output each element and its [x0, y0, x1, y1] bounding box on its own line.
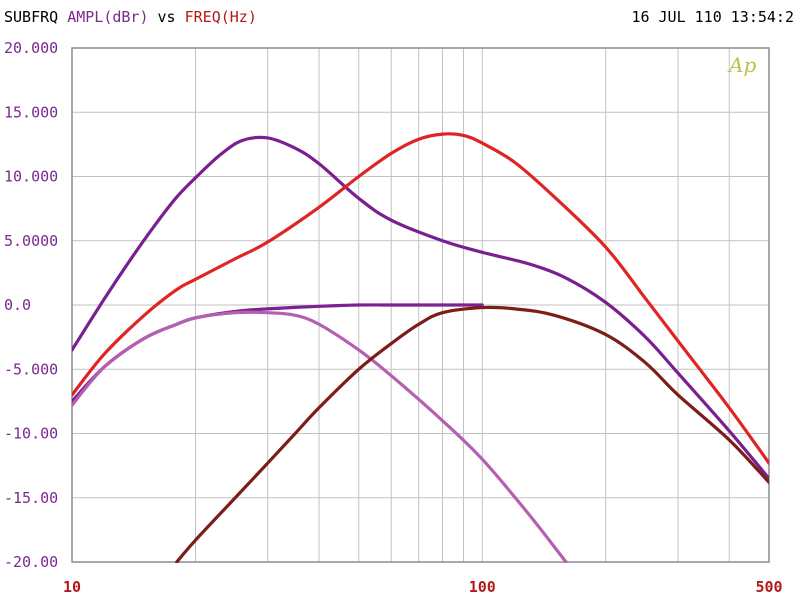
x-tick-label: 100 — [469, 578, 496, 596]
series-line-1 — [72, 135, 769, 481]
ap-logo: Ap — [727, 53, 756, 77]
y-tick-label: 15.000 — [4, 103, 58, 121]
y-tick-label: -5.000 — [4, 360, 58, 378]
y-tick-labels: 20.000 15.000 10.000 5.0000 0.0 -5.000 -10.00 -… — [4, 39, 58, 571]
header-datetime: 16 JUL 110 13:54:2 — [631, 8, 794, 26]
x-tick-labels: 10 100 500 — [63, 578, 783, 596]
series-line-5 — [175, 305, 769, 563]
header-y-quantity: AMPL(dBr) — [67, 8, 149, 26]
chart-header: SUBFRQ AMPL(dBr) vs FREQ(Hz) 16 JUL 110 … — [0, 0, 800, 34]
y-tick-label: 10.000 — [4, 168, 58, 186]
header-vs: vs — [157, 8, 176, 26]
x-tick-label: 10 — [63, 578, 81, 596]
y-tick-label: 20.000 — [4, 39, 58, 57]
header-title: SUBFRQ AMPL(dBr) vs FREQ(Hz) — [4, 0, 257, 34]
y-tick-label: 0.0 — [4, 296, 31, 314]
plot-frame — [71, 47, 770, 563]
series-line-2 — [72, 132, 769, 465]
header-x-quantity: FREQ(Hz) — [184, 8, 257, 26]
y-tick-label: 5.0000 — [4, 232, 58, 250]
series-line-3 — [72, 303, 484, 403]
header-prefix: SUBFRQ — [4, 8, 59, 26]
y-tick-label: -15.00 — [4, 489, 58, 507]
series-line-4 — [72, 310, 568, 563]
y-tick-label: -20.00 — [4, 553, 58, 571]
x-tick-label: 500 — [755, 578, 782, 596]
y-tick-label: -10.00 — [4, 425, 58, 443]
series-group — [72, 132, 769, 563]
